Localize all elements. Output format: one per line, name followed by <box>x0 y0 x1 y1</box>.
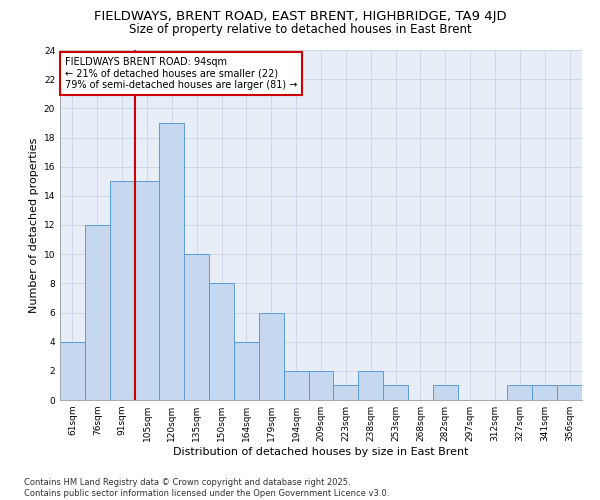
Bar <box>358 371 383 400</box>
Text: Contains HM Land Registry data © Crown copyright and database right 2025.
Contai: Contains HM Land Registry data © Crown c… <box>24 478 389 498</box>
X-axis label: Distribution of detached houses by size in East Brent: Distribution of detached houses by size … <box>173 447 469 457</box>
Bar <box>383 386 408 400</box>
Bar <box>234 342 259 400</box>
Bar <box>209 284 234 400</box>
Bar <box>85 225 110 400</box>
Bar <box>184 254 209 400</box>
Bar <box>110 182 134 400</box>
Text: Size of property relative to detached houses in East Brent: Size of property relative to detached ho… <box>128 22 472 36</box>
Bar <box>259 312 284 400</box>
Bar <box>134 182 160 400</box>
Text: FIELDWAYS BRENT ROAD: 94sqm
← 21% of detached houses are smaller (22)
79% of sem: FIELDWAYS BRENT ROAD: 94sqm ← 21% of det… <box>65 57 298 90</box>
Y-axis label: Number of detached properties: Number of detached properties <box>29 138 40 312</box>
Bar <box>284 371 308 400</box>
Bar <box>508 386 532 400</box>
Bar <box>60 342 85 400</box>
Bar <box>160 123 184 400</box>
Bar <box>433 386 458 400</box>
Bar <box>532 386 557 400</box>
Bar <box>308 371 334 400</box>
Text: FIELDWAYS, BRENT ROAD, EAST BRENT, HIGHBRIDGE, TA9 4JD: FIELDWAYS, BRENT ROAD, EAST BRENT, HIGHB… <box>94 10 506 23</box>
Bar <box>334 386 358 400</box>
Bar <box>557 386 582 400</box>
